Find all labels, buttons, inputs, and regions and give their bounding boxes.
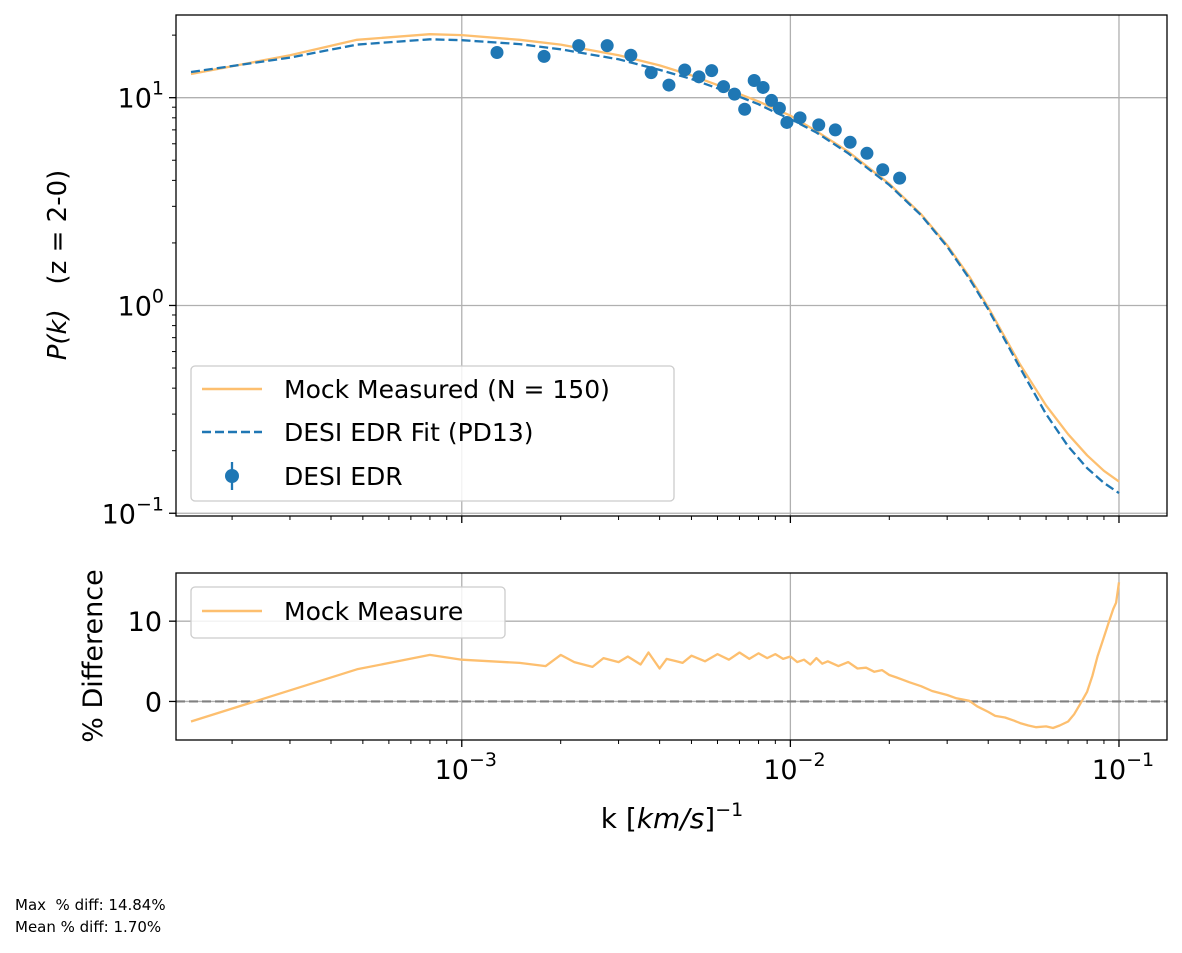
top-ytick-label: 101 bbox=[118, 78, 164, 115]
x-axis-label: k [km/s]−1 bbox=[601, 799, 744, 835]
bottom-axes-frame bbox=[175, 572, 1168, 741]
bottom-ytick-labels: 0 10 bbox=[128, 607, 162, 718]
desi-edr-point bbox=[678, 63, 692, 77]
bottom-ytick-label: 0 bbox=[145, 687, 162, 718]
bottom-xtick-label: 10−2 bbox=[763, 749, 825, 786]
desi-edr-point bbox=[705, 64, 719, 78]
mock-measure-diff-line bbox=[190, 582, 1121, 730]
tick-base: 10 bbox=[1092, 755, 1126, 786]
bottom-ytick-label: 10 bbox=[128, 607, 162, 638]
top-legend: Mock Measured (N = 150) DESI EDR Fit (PD1… bbox=[190, 365, 675, 502]
ylabel-suffix: (z = 2-0) bbox=[43, 170, 73, 285]
top-legend-box bbox=[190, 365, 675, 502]
bottom-y-axis-label: % Difference bbox=[78, 569, 109, 742]
tick-base: 10 bbox=[118, 291, 152, 322]
tick-base: 10 bbox=[763, 755, 797, 786]
top-series bbox=[190, 33, 1120, 495]
legend-label: DESI EDR Fit (PD13) bbox=[284, 418, 534, 447]
mean-diff-annotation: Mean % diff: 1.70% bbox=[15, 918, 162, 936]
desi-edr-point bbox=[662, 78, 676, 92]
desi-edr-point bbox=[828, 123, 842, 137]
xlabel-suffix: ] bbox=[704, 802, 715, 835]
desi-edr-point bbox=[876, 163, 890, 177]
desi-edr-point bbox=[600, 39, 614, 53]
xlabel-exponent: −1 bbox=[715, 799, 743, 821]
top-grid bbox=[176, 15, 1167, 516]
tick-exponent: 0 bbox=[152, 285, 164, 307]
legend-label: Mock Measured (N = 150) bbox=[284, 375, 610, 404]
bottom-xtick-label: 10−3 bbox=[435, 749, 497, 786]
top-ytick-label: 10−1 bbox=[102, 493, 164, 530]
desi-edr-point bbox=[893, 171, 907, 185]
desi-edr-point bbox=[756, 80, 770, 94]
legend-marker-swatch bbox=[225, 469, 239, 483]
desi-edr-point bbox=[780, 115, 794, 129]
bottom-series bbox=[176, 582, 1167, 730]
desi-edr-point bbox=[793, 111, 807, 125]
desi-fit-line bbox=[190, 38, 1120, 495]
bottom-xtick-labels: 10−3 10−2 10−1 bbox=[435, 749, 1155, 786]
xlabel-unit: km/s bbox=[637, 802, 705, 835]
top-ticks bbox=[169, 34, 1120, 523]
top-axes-frame bbox=[175, 14, 1168, 517]
top-ytick-label: 100 bbox=[118, 285, 164, 322]
percent-difference-plot: 010 10−3 10−2 10−1 % Difference k [km/s]−1… bbox=[78, 569, 1168, 835]
tick-exponent: −1 bbox=[136, 493, 164, 515]
tick-base: 10 bbox=[102, 499, 136, 530]
bottom-legend-box bbox=[190, 586, 506, 639]
desi-edr-point bbox=[537, 49, 551, 63]
ylabel-prefix: P(k) bbox=[43, 309, 73, 360]
bottom-ticks bbox=[169, 620, 1120, 747]
bottom-legend: Mock Measure bbox=[190, 586, 506, 639]
desi-edr-point bbox=[717, 80, 731, 94]
desi-edr-point bbox=[812, 118, 826, 132]
desi-edr-point bbox=[624, 48, 638, 62]
desi-edr-point bbox=[692, 70, 706, 84]
legend-label: DESI EDR bbox=[284, 462, 403, 491]
tick-exponent: −3 bbox=[469, 749, 497, 771]
desi-edr-point bbox=[490, 45, 504, 59]
xlabel-prefix: k [ bbox=[601, 802, 637, 835]
tick-exponent: −2 bbox=[798, 749, 826, 771]
tick-base: 10 bbox=[435, 755, 469, 786]
bottom-xtick-label: 10−1 bbox=[1092, 749, 1154, 786]
desi-edr-point bbox=[572, 39, 586, 53]
desi-edr-point bbox=[747, 73, 761, 87]
desi-edr-point bbox=[727, 87, 741, 101]
legend-label: Mock Measure bbox=[284, 597, 463, 626]
desi-edr-point bbox=[860, 146, 874, 160]
tick-base: 10 bbox=[118, 84, 152, 115]
desi-edr-point bbox=[644, 66, 658, 80]
desi-edr-point bbox=[843, 135, 857, 149]
tick-exponent: 1 bbox=[152, 78, 164, 100]
desi-edr-point bbox=[772, 101, 786, 115]
top-y-axis-label: P(k) (z = 2-0) bbox=[43, 170, 73, 361]
max-diff-annotation: Max % diff: 14.84% bbox=[15, 896, 166, 914]
tick-exponent: −1 bbox=[1126, 749, 1154, 771]
desi-edr-point bbox=[738, 102, 752, 116]
